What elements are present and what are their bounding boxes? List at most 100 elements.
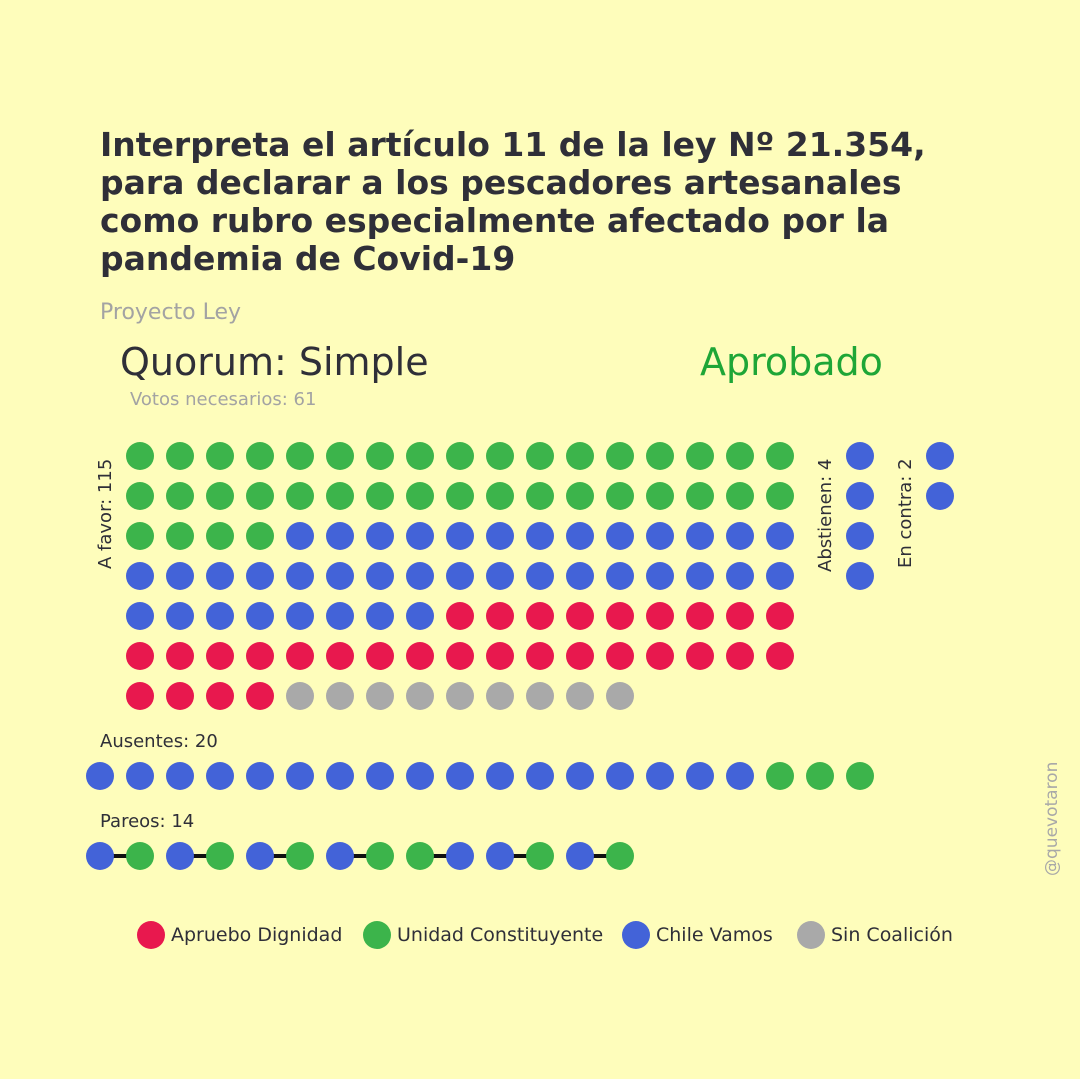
vote-dot-favor bbox=[606, 562, 634, 590]
vote-dot-favor bbox=[126, 482, 154, 510]
vote-dot-paired bbox=[326, 842, 354, 870]
vote-dot-favor bbox=[686, 602, 714, 630]
vote-dot-absent bbox=[806, 762, 834, 790]
vote-dot-favor bbox=[646, 482, 674, 510]
legend-swatch bbox=[622, 921, 650, 949]
vote-dot-favor bbox=[166, 482, 194, 510]
vote-dot-favor bbox=[166, 642, 194, 670]
vote-dot-absent bbox=[406, 762, 434, 790]
vote-dot-favor bbox=[646, 442, 674, 470]
vote-dot-favor bbox=[446, 642, 474, 670]
vote-dot-favor bbox=[446, 602, 474, 630]
vote-dot-favor bbox=[326, 482, 354, 510]
vote-dot-favor bbox=[606, 482, 634, 510]
vote-dot-favor bbox=[206, 682, 234, 710]
vote-dot-paired bbox=[126, 842, 154, 870]
vote-dot-favor bbox=[566, 562, 594, 590]
vote-dot-favor bbox=[206, 602, 234, 630]
vote-dot-absent bbox=[86, 762, 114, 790]
vote-dot-favor bbox=[686, 522, 714, 550]
vote-dot-favor bbox=[366, 602, 394, 630]
vote-dot-favor bbox=[526, 562, 554, 590]
against-label: En contra: 2 bbox=[895, 458, 916, 568]
vote-dot-favor bbox=[566, 602, 594, 630]
author-handle: @quevotaron bbox=[1042, 761, 1062, 876]
vote-dot-favor bbox=[766, 642, 794, 670]
vote-dot-absent bbox=[166, 762, 194, 790]
vote-dot-favor bbox=[446, 682, 474, 710]
vote-dot-favor bbox=[366, 642, 394, 670]
vote-dot-absent bbox=[566, 762, 594, 790]
vote-dot-favor bbox=[126, 642, 154, 670]
vote-dot-against bbox=[926, 442, 954, 470]
vote-dot-absent bbox=[646, 762, 674, 790]
vote-dot-favor bbox=[406, 642, 434, 670]
vote-dot-favor bbox=[526, 522, 554, 550]
vote-dot-favor bbox=[406, 682, 434, 710]
vote-dot-favor bbox=[326, 442, 354, 470]
vote-dot-favor bbox=[526, 482, 554, 510]
vote-dot-absent bbox=[366, 762, 394, 790]
absent-label: Ausentes: 20 bbox=[100, 731, 218, 752]
vote-dot-paired bbox=[246, 842, 274, 870]
legend-swatch bbox=[137, 921, 165, 949]
vote-dot-abstain bbox=[846, 442, 874, 470]
vote-dot-favor bbox=[486, 642, 514, 670]
vote-dot-favor bbox=[486, 522, 514, 550]
vote-dot-favor bbox=[686, 562, 714, 590]
vote-dot-favor bbox=[406, 602, 434, 630]
vote-dot-paired bbox=[286, 842, 314, 870]
vote-dot-favor bbox=[646, 522, 674, 550]
vote-dot-favor bbox=[566, 642, 594, 670]
vote-dot-favor bbox=[326, 682, 354, 710]
vote-dot-favor bbox=[526, 602, 554, 630]
vote-dot-absent bbox=[326, 762, 354, 790]
vote-dot-favor bbox=[646, 602, 674, 630]
vote-dot-favor bbox=[166, 682, 194, 710]
vote-dot-favor bbox=[766, 522, 794, 550]
vote-dot-favor bbox=[166, 562, 194, 590]
vote-dot-favor bbox=[686, 482, 714, 510]
vote-dot-absent bbox=[206, 762, 234, 790]
vote-dot-favor bbox=[606, 602, 634, 630]
vote-result: Aprobado bbox=[700, 340, 883, 384]
vote-dot-paired bbox=[406, 842, 434, 870]
vote-dot-favor bbox=[126, 442, 154, 470]
vote-dot-favor bbox=[246, 642, 274, 670]
vote-dot-favor bbox=[766, 602, 794, 630]
vote-dot-favor bbox=[286, 682, 314, 710]
vote-dot-favor bbox=[566, 482, 594, 510]
vote-dot-abstain bbox=[846, 562, 874, 590]
vote-dot-favor bbox=[366, 682, 394, 710]
vote-dot-favor bbox=[326, 562, 354, 590]
vote-dot-favor bbox=[406, 562, 434, 590]
vote-dot-favor bbox=[246, 562, 274, 590]
vote-dot-paired bbox=[206, 842, 234, 870]
vote-dot-absent bbox=[486, 762, 514, 790]
vote-dot-favor bbox=[246, 442, 274, 470]
legend-label: Apruebo Dignidad bbox=[171, 924, 343, 946]
vote-dot-favor bbox=[486, 602, 514, 630]
vote-dot-favor bbox=[526, 442, 554, 470]
vote-dot-favor bbox=[766, 482, 794, 510]
vote-dot-favor bbox=[246, 522, 274, 550]
vote-dot-favor bbox=[126, 682, 154, 710]
vote-dot-favor bbox=[406, 522, 434, 550]
vote-dot-favor bbox=[366, 562, 394, 590]
vote-dot-favor bbox=[726, 522, 754, 550]
vote-dot-against bbox=[926, 482, 954, 510]
legend-swatch bbox=[363, 921, 391, 949]
vote-dot-favor bbox=[606, 442, 634, 470]
vote-dot-paired bbox=[86, 842, 114, 870]
vote-dot-favor bbox=[446, 562, 474, 590]
vote-dot-paired bbox=[366, 842, 394, 870]
vote-dot-paired bbox=[566, 842, 594, 870]
vote-dot-absent bbox=[726, 762, 754, 790]
vote-dot-paired bbox=[606, 842, 634, 870]
vote-dot-favor bbox=[606, 522, 634, 550]
vote-dot-favor bbox=[766, 442, 794, 470]
vote-dot-favor bbox=[726, 602, 754, 630]
vote-dot-favor bbox=[286, 602, 314, 630]
vote-dot-absent bbox=[246, 762, 274, 790]
